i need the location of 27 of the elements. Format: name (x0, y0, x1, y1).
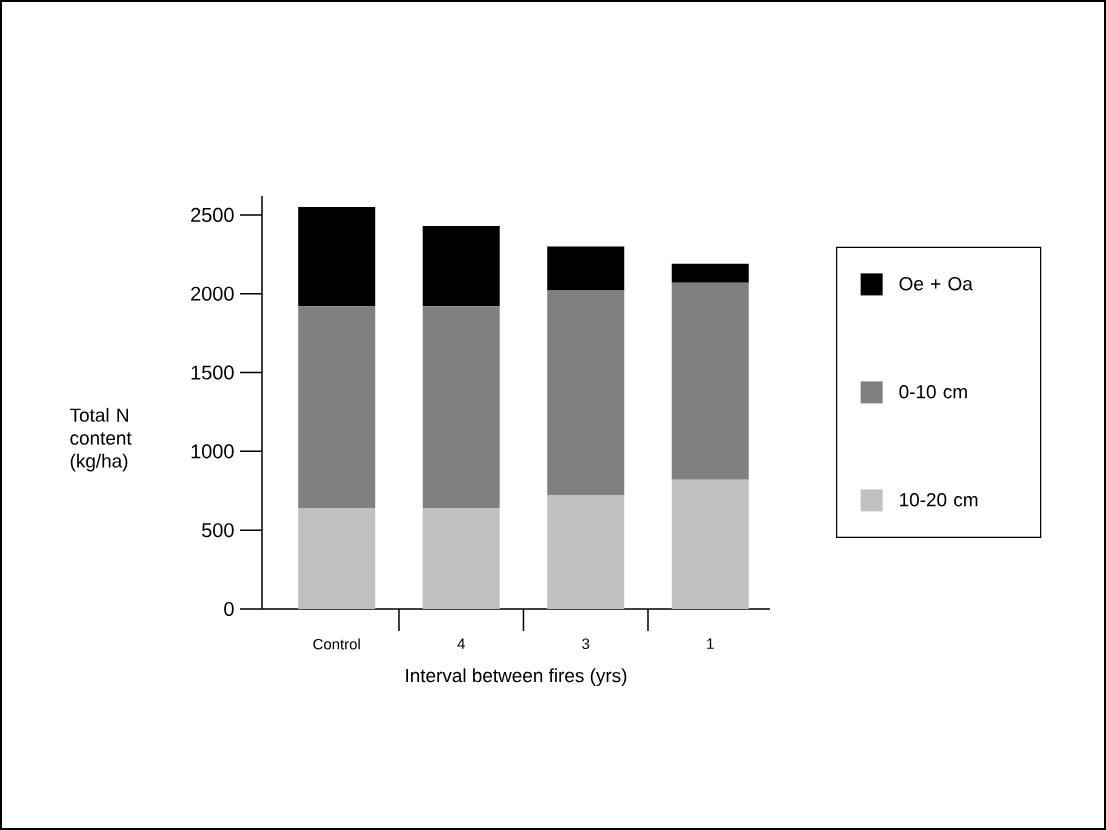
bar (422, 508, 500, 609)
bar (547, 246, 625, 291)
bar (547, 290, 625, 496)
bar (671, 282, 749, 480)
legend-label: Oe + Oa (899, 277, 973, 291)
bar (671, 479, 749, 609)
x-tick-label: 3 (582, 638, 590, 650)
bar (422, 225, 500, 307)
x-tick-label: Control (313, 638, 360, 650)
bar (671, 263, 749, 283)
x-tick-label: 4 (457, 638, 465, 649)
y-tick-label: 0 (224, 601, 234, 617)
y-tick-label: 2500 (191, 207, 234, 222)
bar (298, 508, 376, 609)
x-axis-title: Interval between fires (yrs) (406, 668, 627, 686)
y-tick-label: 1000 (191, 444, 234, 459)
legend-label: 10-20 cm (900, 493, 978, 507)
bar (547, 495, 625, 609)
y-tick-label: 500 (202, 523, 234, 538)
legend-label: 0-10 cm (899, 385, 967, 399)
x-tick-label: 1 (707, 638, 714, 649)
bar (298, 207, 376, 307)
bar (422, 306, 500, 509)
y-tick-label: 1500 (191, 365, 234, 380)
y-tick-label: 2000 (191, 286, 234, 301)
bar (298, 306, 376, 509)
y-axis-title: Total N content (kg/ha) (70, 407, 132, 472)
